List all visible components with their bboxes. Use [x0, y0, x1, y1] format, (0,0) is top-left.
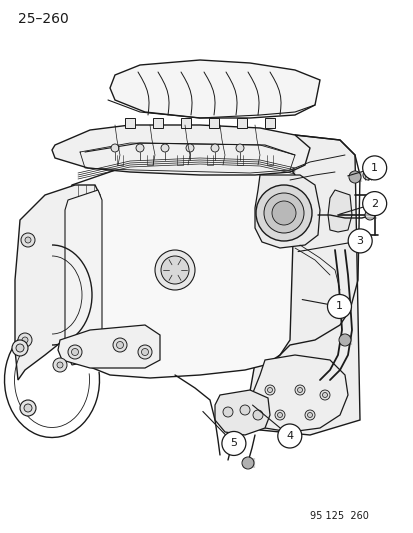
Circle shape — [277, 424, 301, 448]
Circle shape — [18, 333, 32, 347]
Circle shape — [21, 233, 35, 247]
Polygon shape — [153, 118, 163, 128]
Circle shape — [20, 400, 36, 416]
Circle shape — [16, 344, 24, 352]
Circle shape — [113, 338, 127, 352]
Circle shape — [68, 345, 82, 359]
Polygon shape — [125, 118, 135, 128]
Circle shape — [154, 250, 195, 290]
Circle shape — [24, 404, 32, 412]
Circle shape — [277, 413, 282, 417]
Text: 1: 1 — [335, 302, 342, 311]
Text: 95 125  260: 95 125 260 — [309, 511, 368, 521]
Circle shape — [263, 193, 303, 233]
Circle shape — [304, 410, 314, 420]
Circle shape — [255, 185, 311, 241]
Circle shape — [322, 392, 327, 398]
Text: 25–260: 25–260 — [18, 12, 69, 26]
Circle shape — [274, 410, 284, 420]
Polygon shape — [15, 185, 100, 380]
Circle shape — [338, 334, 350, 346]
Circle shape — [362, 170, 372, 180]
Polygon shape — [68, 160, 294, 378]
Circle shape — [252, 410, 262, 420]
Polygon shape — [264, 118, 274, 128]
Polygon shape — [52, 125, 309, 175]
Circle shape — [297, 387, 302, 392]
Text: 3: 3 — [356, 236, 363, 246]
Circle shape — [116, 342, 123, 349]
Text: 5: 5 — [230, 439, 237, 448]
Circle shape — [319, 390, 329, 400]
Text: 4: 4 — [285, 431, 293, 441]
Circle shape — [111, 144, 119, 152]
Circle shape — [362, 156, 386, 180]
Circle shape — [271, 201, 295, 225]
Circle shape — [242, 457, 254, 469]
Circle shape — [362, 191, 386, 216]
Polygon shape — [214, 390, 269, 435]
Circle shape — [235, 144, 243, 152]
Polygon shape — [254, 175, 319, 248]
Circle shape — [327, 294, 351, 319]
Circle shape — [22, 337, 28, 343]
Text: 1: 1 — [370, 163, 377, 173]
Circle shape — [12, 340, 28, 356]
Circle shape — [161, 144, 169, 152]
Circle shape — [223, 407, 233, 417]
Circle shape — [138, 345, 152, 359]
Circle shape — [57, 362, 63, 368]
Circle shape — [240, 405, 249, 415]
Polygon shape — [58, 325, 159, 368]
Circle shape — [347, 229, 371, 253]
Polygon shape — [252, 355, 347, 432]
Polygon shape — [244, 135, 359, 435]
Circle shape — [307, 413, 312, 417]
Polygon shape — [209, 118, 218, 128]
Circle shape — [294, 385, 304, 395]
Polygon shape — [180, 118, 190, 128]
Circle shape — [267, 387, 272, 392]
Circle shape — [364, 210, 374, 220]
Circle shape — [185, 144, 194, 152]
Polygon shape — [65, 190, 102, 365]
Circle shape — [141, 349, 148, 356]
Polygon shape — [236, 118, 247, 128]
Circle shape — [211, 144, 218, 152]
Circle shape — [25, 237, 31, 243]
Circle shape — [221, 431, 245, 456]
Circle shape — [53, 358, 67, 372]
Circle shape — [264, 385, 274, 395]
Text: 2: 2 — [370, 199, 377, 208]
Polygon shape — [110, 60, 319, 118]
Circle shape — [161, 256, 189, 284]
Circle shape — [348, 171, 360, 183]
Circle shape — [71, 349, 78, 356]
Polygon shape — [327, 190, 351, 232]
Circle shape — [136, 144, 144, 152]
